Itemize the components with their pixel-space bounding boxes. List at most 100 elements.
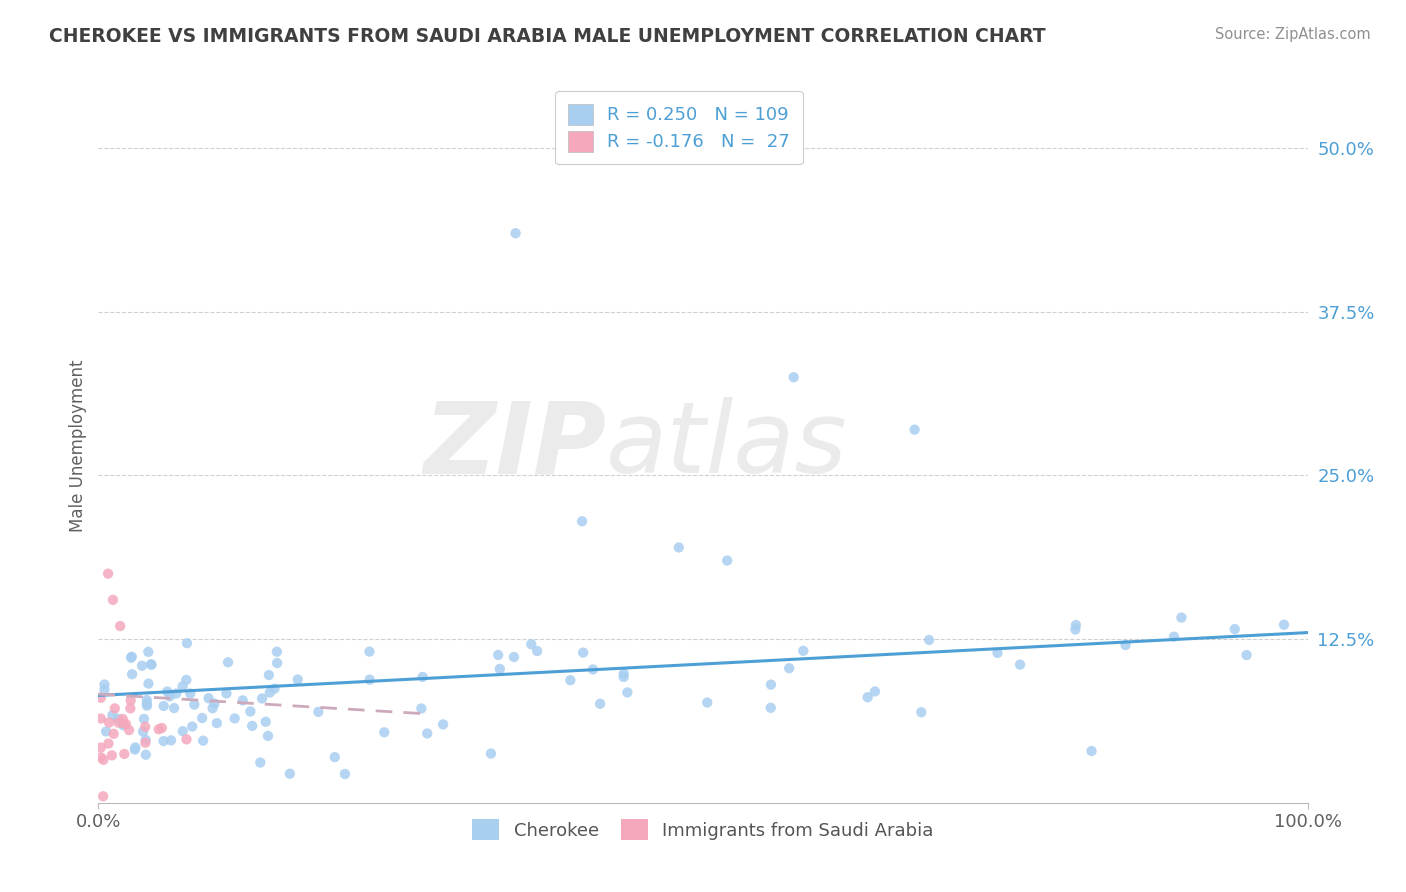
Point bbox=[179, 686, 201, 700]
Text: ZIP: ZIP bbox=[423, 398, 606, 494]
Point bbox=[98, 715, 121, 730]
Point bbox=[165, 686, 187, 700]
Point bbox=[616, 685, 638, 699]
Point bbox=[152, 698, 174, 713]
Text: atlas: atlas bbox=[606, 398, 848, 494]
Point bbox=[90, 690, 112, 705]
Point bbox=[191, 711, 214, 725]
Point bbox=[148, 723, 170, 737]
Point bbox=[696, 696, 718, 710]
Point bbox=[176, 732, 198, 747]
Point bbox=[90, 750, 112, 764]
Point bbox=[263, 681, 285, 696]
Point bbox=[132, 712, 155, 726]
Y-axis label: Male Unemployment: Male Unemployment bbox=[69, 359, 87, 533]
Point bbox=[160, 733, 183, 747]
Point bbox=[93, 753, 115, 767]
Point bbox=[93, 677, 115, 691]
Point bbox=[112, 716, 135, 731]
Point bbox=[287, 673, 309, 687]
Point bbox=[1223, 622, 1246, 636]
Point bbox=[136, 645, 159, 659]
Point bbox=[201, 701, 224, 715]
Point bbox=[239, 705, 262, 719]
Point bbox=[560, 673, 582, 688]
Point bbox=[131, 658, 153, 673]
Point bbox=[103, 727, 125, 741]
Point bbox=[759, 701, 782, 715]
Point bbox=[91, 789, 114, 804]
Point bbox=[176, 673, 198, 687]
Point bbox=[257, 729, 280, 743]
Point bbox=[240, 719, 263, 733]
Point bbox=[1170, 610, 1192, 624]
Point bbox=[278, 766, 301, 780]
Point bbox=[257, 668, 280, 682]
Point bbox=[503, 650, 526, 665]
Point bbox=[135, 697, 157, 711]
Point bbox=[249, 756, 271, 770]
Point bbox=[479, 747, 502, 761]
Point bbox=[176, 636, 198, 650]
Legend: Cherokee, Immigrants from Saudi Arabia: Cherokee, Immigrants from Saudi Arabia bbox=[465, 812, 941, 847]
Point bbox=[97, 566, 120, 581]
Point bbox=[863, 684, 886, 698]
Point bbox=[572, 646, 595, 660]
Point bbox=[359, 644, 381, 658]
Point bbox=[792, 644, 814, 658]
Point bbox=[910, 705, 932, 719]
Point bbox=[307, 705, 329, 719]
Point bbox=[135, 693, 157, 707]
Point bbox=[716, 553, 738, 567]
Point bbox=[224, 711, 246, 725]
Point bbox=[333, 767, 356, 781]
Point bbox=[120, 650, 142, 665]
Point bbox=[205, 716, 228, 731]
Point bbox=[107, 715, 129, 730]
Point bbox=[217, 655, 239, 669]
Point bbox=[121, 649, 143, 664]
Point bbox=[668, 541, 690, 555]
Point bbox=[918, 632, 941, 647]
Point bbox=[1272, 617, 1295, 632]
Point bbox=[254, 714, 277, 729]
Point bbox=[159, 690, 181, 704]
Point bbox=[101, 592, 124, 607]
Point bbox=[215, 686, 238, 700]
Point bbox=[136, 698, 159, 713]
Point bbox=[93, 682, 115, 697]
Point bbox=[141, 657, 163, 672]
Point bbox=[1064, 623, 1087, 637]
Point bbox=[778, 661, 800, 675]
Point bbox=[134, 736, 156, 750]
Point bbox=[412, 670, 434, 684]
Point bbox=[90, 712, 112, 726]
Point bbox=[526, 644, 548, 658]
Point bbox=[150, 721, 173, 735]
Point bbox=[108, 619, 131, 633]
Point bbox=[181, 720, 204, 734]
Point bbox=[132, 724, 155, 739]
Point bbox=[172, 724, 194, 739]
Point bbox=[121, 667, 143, 681]
Point bbox=[266, 656, 288, 670]
Point bbox=[613, 670, 636, 684]
Point bbox=[118, 723, 141, 738]
Point bbox=[139, 657, 162, 672]
Point bbox=[520, 637, 543, 651]
Point bbox=[250, 691, 273, 706]
Point bbox=[120, 701, 142, 715]
Text: CHEROKEE VS IMMIGRANTS FROM SAUDI ARABIA MALE UNEMPLOYMENT CORRELATION CHART: CHEROKEE VS IMMIGRANTS FROM SAUDI ARABIA… bbox=[49, 27, 1046, 45]
Point bbox=[232, 693, 254, 707]
Point bbox=[112, 718, 135, 732]
Point bbox=[432, 717, 454, 731]
Point bbox=[259, 685, 281, 699]
Point bbox=[1236, 648, 1258, 662]
Text: Source: ZipAtlas.com: Source: ZipAtlas.com bbox=[1215, 27, 1371, 42]
Point bbox=[134, 720, 156, 734]
Point bbox=[124, 742, 146, 756]
Point bbox=[373, 725, 395, 739]
Point bbox=[416, 726, 439, 740]
Point bbox=[266, 645, 288, 659]
Point bbox=[582, 662, 605, 676]
